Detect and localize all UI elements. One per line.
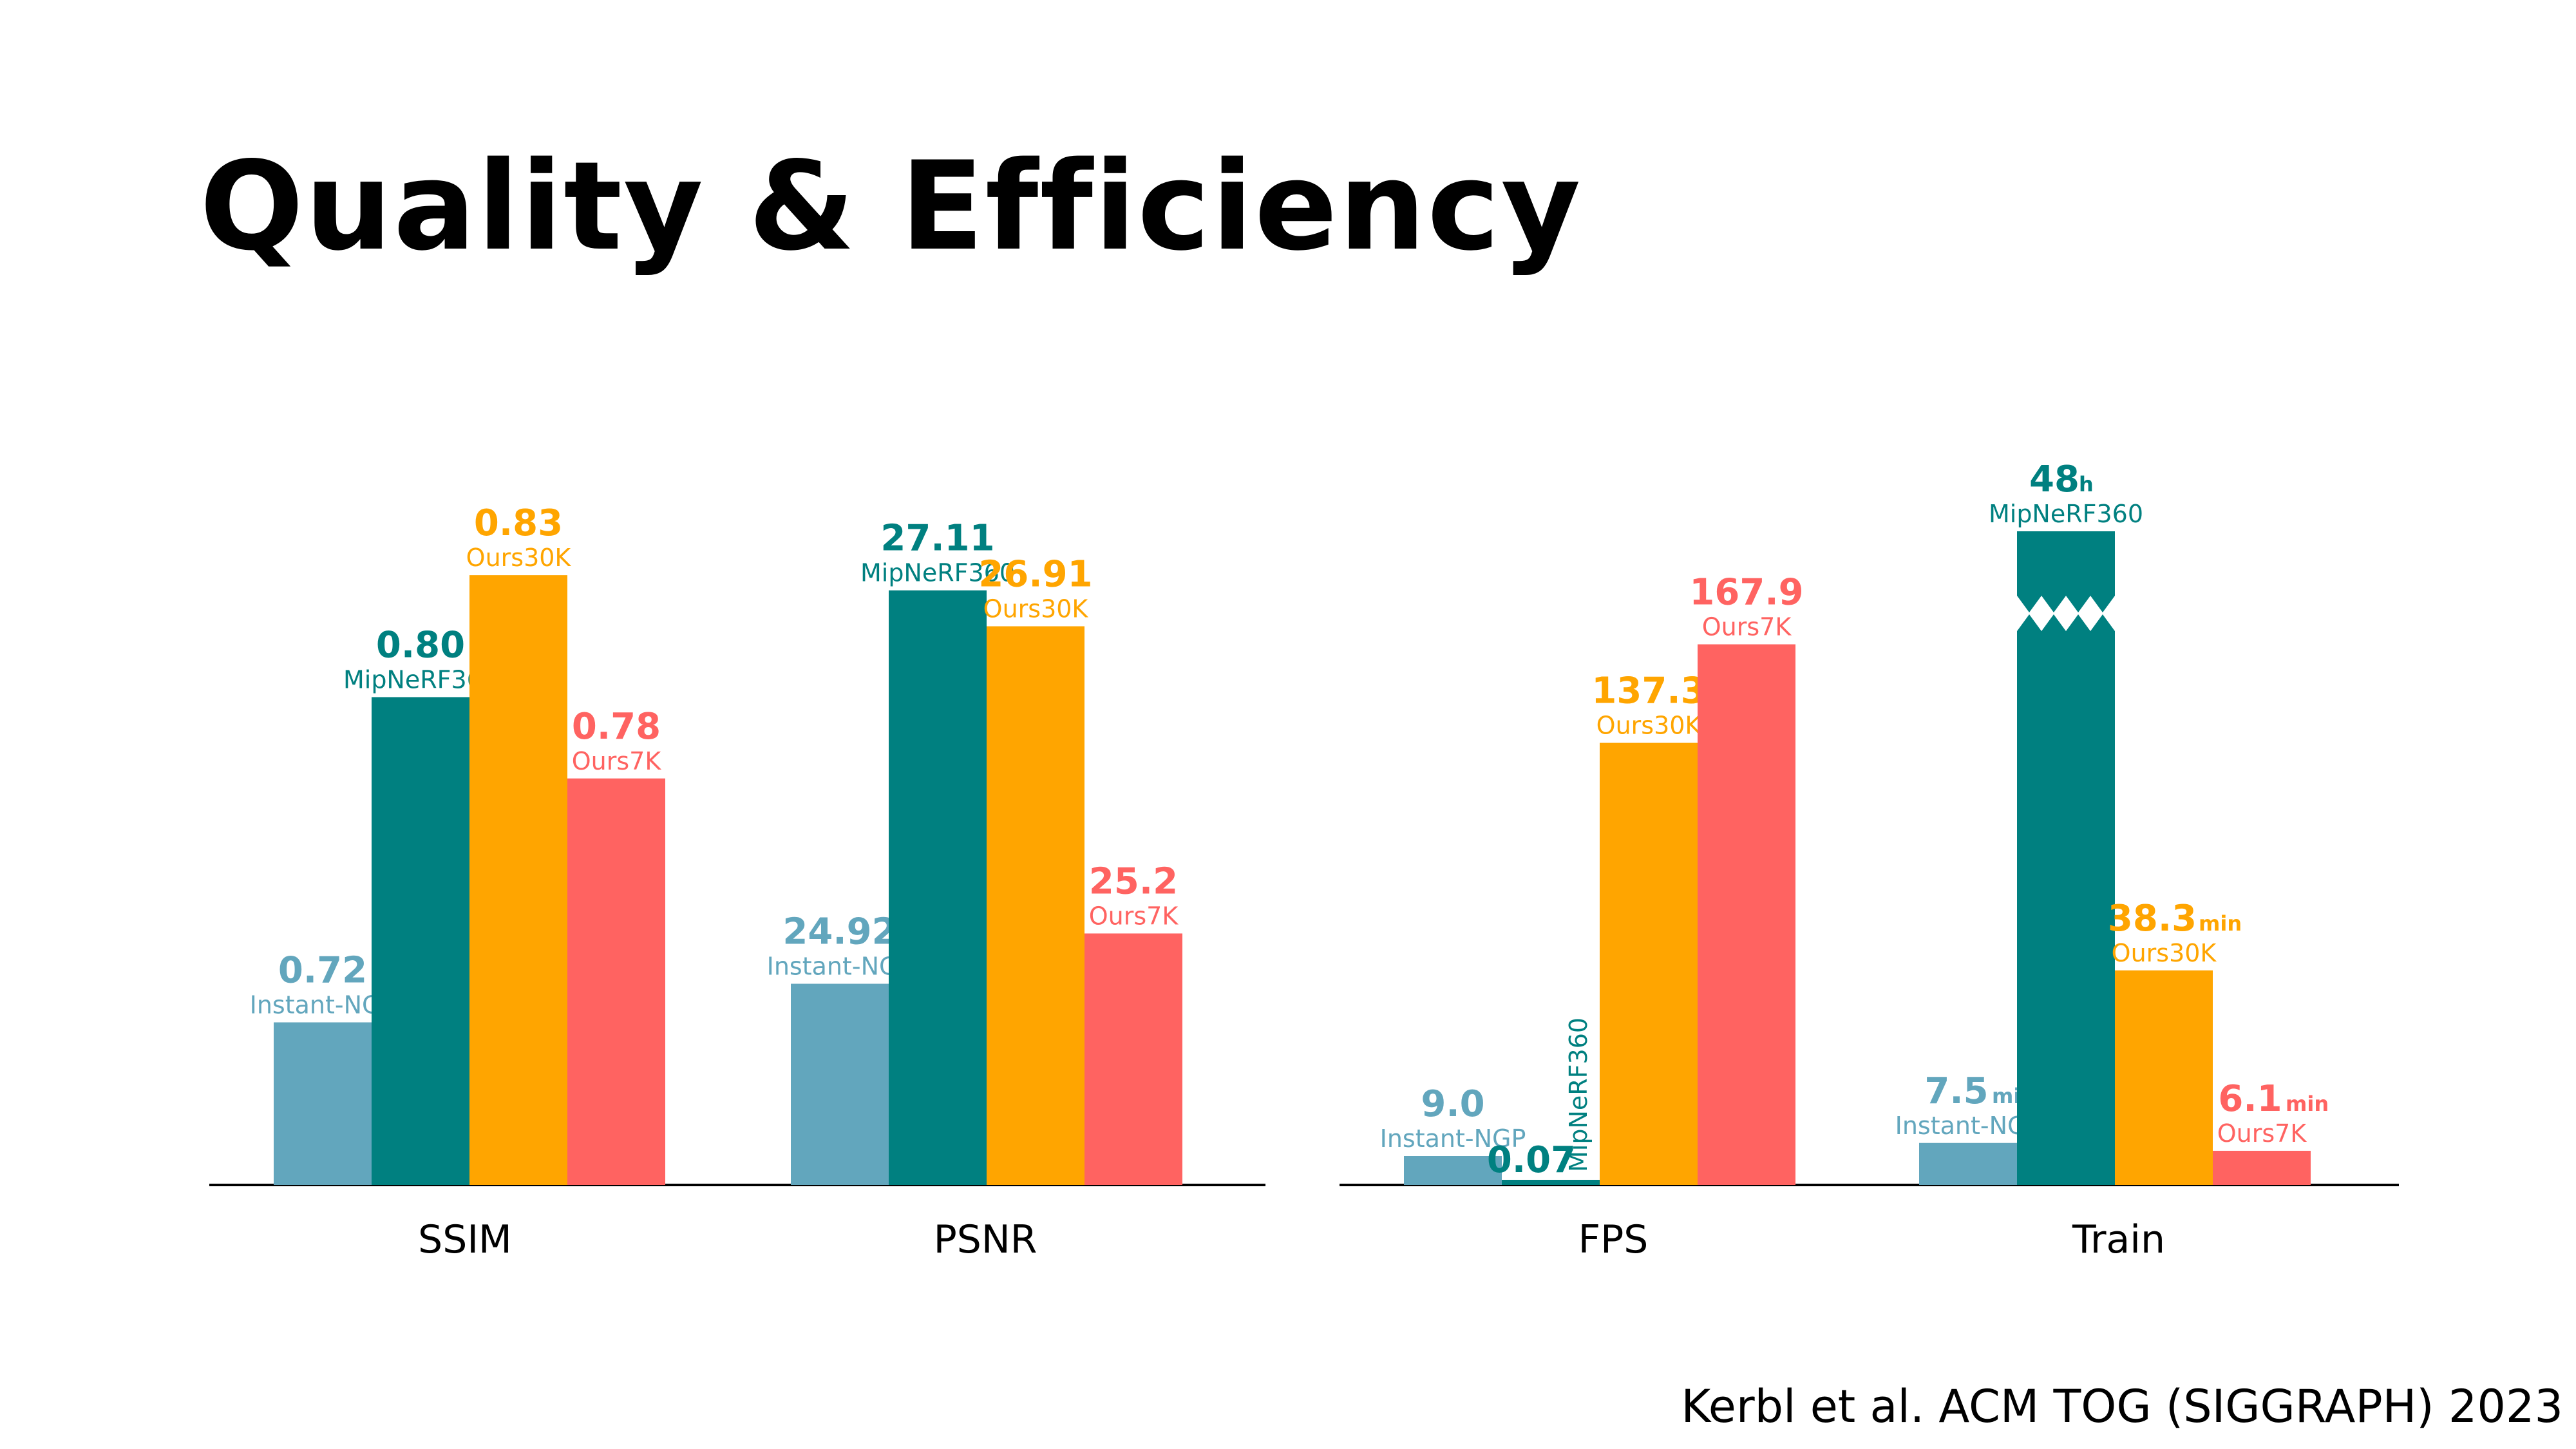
value-label-ssim-ours30k: 0.83 xyxy=(474,502,563,544)
value-label-ssim-ours7k: 0.78 xyxy=(572,706,661,748)
series-label-fps-instant-ngp: Instant-NGP xyxy=(1380,1124,1526,1153)
tick-label-psnr: PSNR xyxy=(934,1217,1037,1262)
series-label-train-ours30k: Ours30K xyxy=(2112,939,2217,967)
value-label-psnr-mipnerf360: 27.11 xyxy=(880,518,994,560)
bar-fps-instant-ngp xyxy=(1404,1156,1502,1185)
value-label-train-mipnerf360: 48 xyxy=(2029,459,2079,500)
value-label-ssim-mipnerf360: 0.80 xyxy=(376,625,465,667)
bar-train-mipnerf360-lower xyxy=(2017,614,2115,1185)
value-label-psnr-ours7k: 25.2 xyxy=(1089,860,1178,902)
tick-label-fps: FPS xyxy=(1578,1217,1649,1262)
bar-train-mipnerf360-upper xyxy=(2017,531,2115,612)
bar-psnr-mipnerf360 xyxy=(889,590,987,1185)
series-label-train-ours7k: Ours7K xyxy=(2217,1119,2307,1148)
bar-train-ours30k xyxy=(2115,970,2213,1185)
series-label-ssim-ours7k: Ours7K xyxy=(572,747,662,775)
value-label-ssim-instant-ngp: 0.72 xyxy=(278,950,367,992)
value-label-train-ours7k: 6.1 xyxy=(2218,1078,2282,1120)
value-label-train-instant-ngp: 7.5 xyxy=(1924,1070,1988,1112)
series-label-psnr-ours30k: Ours30K xyxy=(983,594,1089,623)
bar-train-instant-ngp xyxy=(1919,1142,2017,1185)
series-label-train-instant-ngp: Instant-NGP xyxy=(1895,1112,2041,1140)
value-label-fps-instant-ngp: 9.0 xyxy=(1421,1083,1484,1125)
series-label-fps-ours7k: Ours7K xyxy=(1702,613,1792,641)
series-label-ssim-ours30k: Ours30K xyxy=(466,544,572,572)
value-label-fps-ours7k: 167.9 xyxy=(1689,572,1803,614)
bar-ssim-instant-ngp xyxy=(274,1022,372,1185)
value-label-train-ours30k: 38.3 xyxy=(2108,898,2197,940)
value-label-fps-mipnerf360: 0.07 xyxy=(1487,1139,1576,1181)
bar-fps-ours30k xyxy=(1600,743,1698,1185)
bar-fps-mipnerf360 xyxy=(1502,1180,1600,1185)
value-label-psnr-instant-ngp: 24.92 xyxy=(782,911,896,953)
series-label-fps-mipnerf360: MipNeRF360 xyxy=(1564,1018,1593,1172)
unit-label-train-ours30k: min xyxy=(2199,911,2242,936)
bar-fps-ours7k xyxy=(1698,644,1795,1185)
series-label-fps-ours30k: Ours30K xyxy=(1596,712,1702,740)
series-label-ssim-instant-ngp: Instant-NGP xyxy=(250,991,396,1019)
bar-ssim-ours30k xyxy=(469,575,567,1185)
series-label-train-mipnerf360: MipNeRF360 xyxy=(1989,500,2143,528)
series-label-psnr-ours7k: Ours7K xyxy=(1089,902,1179,930)
unit-label-train-ours7k: min xyxy=(2286,1092,2329,1116)
bar-ssim-mipnerf360 xyxy=(372,697,469,1185)
bar-psnr-ours30k xyxy=(987,626,1084,1185)
value-label-fps-ours30k: 137.3 xyxy=(1591,670,1705,712)
bar-psnr-ours7k xyxy=(1084,933,1182,1185)
slide-title: Quality & Efficiency xyxy=(200,135,1582,278)
value-label-psnr-ours30k: 26.91 xyxy=(978,553,1092,595)
bar-psnr-instant-ngp xyxy=(791,983,889,1185)
series-label-psnr-mipnerf360: MipNeRF360 xyxy=(860,559,1015,587)
series-label-psnr-instant-ngp: Instant-NGP xyxy=(767,952,913,981)
bar-ssim-ours7k xyxy=(567,778,665,1185)
unit-label-train-mipnerf360: h xyxy=(2079,472,2094,497)
tick-label-train: Train xyxy=(2072,1217,2165,1262)
bar-train-ours7k xyxy=(2213,1150,2311,1185)
citation: Kerbl et al. ACM TOG (SIGGRAPH) 2023 xyxy=(1681,1380,2563,1433)
tick-label-ssim: SSIM xyxy=(418,1217,512,1262)
